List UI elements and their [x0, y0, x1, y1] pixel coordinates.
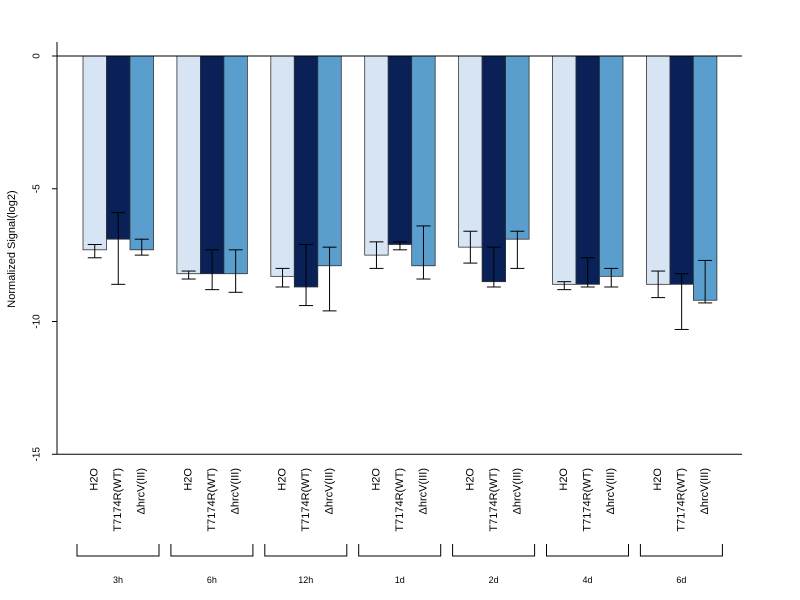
bar	[176, 55, 201, 275]
category-label: T7174R(WT)	[112, 468, 124, 532]
bar	[317, 55, 342, 267]
category-label: T7174R(WT)	[676, 468, 688, 532]
category-label: ΔhrcV(III)	[417, 468, 429, 514]
bar	[575, 55, 600, 285]
bar	[199, 55, 225, 275]
category-label: T7174R(WT)	[394, 468, 406, 532]
bar	[552, 55, 577, 285]
category-label: H2O	[652, 468, 664, 491]
group-bracket	[546, 544, 629, 557]
bar	[387, 55, 413, 245]
group-bracket	[76, 544, 160, 557]
labels-layer: 0 -5 -10 -15 Normalized Signal(log2) H2O T7174…	[6, 53, 711, 585]
bar	[505, 55, 530, 240]
group-label: 1d	[395, 575, 405, 585]
category-label: H2O	[89, 468, 101, 491]
category-label: T7174R(WT)	[488, 468, 500, 532]
group-bracket	[358, 544, 442, 557]
bar	[458, 55, 483, 248]
group-label: 12h	[298, 575, 313, 585]
group-bracket	[170, 544, 254, 557]
group-label: 6d	[676, 575, 686, 585]
category-label: ΔhrcV(III)	[699, 468, 711, 514]
category-label: T7174R(WT)	[300, 468, 312, 532]
category-label: T7174R(WT)	[206, 468, 218, 532]
category-label: H2O	[558, 468, 570, 491]
bar	[106, 55, 131, 240]
category-label: ΔhrcV(III)	[136, 468, 148, 514]
category-label: T7174R(WT)	[582, 468, 594, 532]
error-bars-layer	[87, 212, 713, 330]
y-axis-title: Normalized Signal(log2)	[6, 190, 18, 307]
category-label: ΔhrcV(III)	[511, 468, 523, 514]
bar	[223, 55, 248, 275]
y-tick-label: -5	[32, 184, 43, 193]
y-tick-label: -10	[32, 314, 43, 329]
bar	[364, 55, 389, 256]
bar	[669, 55, 694, 285]
group-label: 3h	[113, 575, 123, 585]
category-label: H2O	[183, 468, 195, 491]
axes-layer	[52, 42, 742, 557]
category-label: ΔhrcV(III)	[323, 468, 335, 514]
category-label: H2O	[370, 468, 382, 491]
category-label: ΔhrcV(III)	[230, 468, 242, 514]
group-label: 6h	[207, 575, 217, 585]
group-bracket	[639, 544, 723, 557]
category-label: H2O	[276, 468, 288, 491]
category-label: H2O	[464, 468, 476, 491]
bar	[270, 55, 295, 277]
group-bracket	[264, 544, 348, 557]
bar	[82, 55, 107, 251]
bars-layer	[82, 55, 718, 301]
category-label: ΔhrcV(III)	[605, 468, 617, 514]
bar	[646, 55, 671, 285]
group-label: 4d	[582, 575, 592, 585]
group-label: 2d	[489, 575, 499, 585]
y-tick-label: 0	[32, 53, 43, 59]
group-bracket	[452, 544, 536, 557]
bar	[129, 55, 154, 251]
bar	[599, 55, 624, 277]
y-tick-label: -15	[32, 447, 43, 462]
